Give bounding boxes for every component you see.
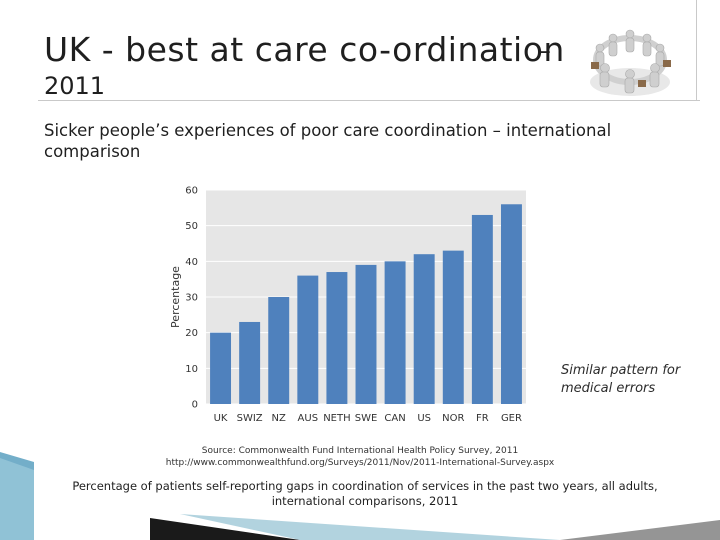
- bar-uk: [210, 332, 232, 404]
- y-tick-label: 60: [185, 186, 198, 197]
- y-tick-label: 20: [185, 328, 198, 339]
- chart-caption: Percentage of patients self-reporting ga…: [72, 479, 658, 508]
- title-divider: [38, 100, 700, 101]
- x-tick-label: NOR: [442, 413, 464, 424]
- source-url: http://www.commonwealthfund.org/Surveys/…: [165, 458, 555, 468]
- bar-chart: 0 10 20 30 40 50 60 UK SWIZ NZ AUS NETH SWE CAN US NOR F…: [169, 186, 526, 424]
- x-tick-label: NZ: [272, 413, 286, 424]
- x-tick-label: GER: [501, 413, 522, 424]
- source-line: Source: Commonwealth Fund International …: [201, 446, 519, 456]
- bar-nor: [442, 250, 464, 404]
- x-tick-label: NETH: [323, 413, 350, 424]
- chart-subtitle: Sicker people’s experiences of poor care…: [44, 121, 612, 161]
- bar-swiz: [239, 321, 261, 404]
- x-tick-label: US: [417, 413, 431, 424]
- x-tick-label: UK: [214, 413, 228, 424]
- bar-can: [384, 261, 406, 404]
- y-tick-label: 30: [185, 293, 198, 304]
- x-tick-label: AUS: [298, 413, 319, 424]
- slide-year: 2011: [44, 72, 106, 100]
- title-dash: –: [538, 36, 551, 66]
- bar-ger: [500, 204, 522, 404]
- x-tick-label: SWE: [355, 413, 378, 424]
- bar-nz: [268, 297, 290, 404]
- source-text: Source: Commonwealth Fund International …: [120, 445, 600, 469]
- people-circle-logo: [590, 29, 671, 96]
- y-tick-label: 40: [185, 257, 198, 268]
- x-tick-label: CAN: [384, 413, 405, 424]
- side-note: Similar pattern for medical errors: [561, 363, 681, 396]
- bar-aus: [297, 275, 319, 404]
- x-tick-label: FR: [476, 413, 489, 424]
- bar-fr: [471, 214, 493, 404]
- x-tick-label: SWIZ: [237, 413, 263, 424]
- y-tick-label: 10: [185, 364, 198, 375]
- caption-panel: [38, 470, 694, 514]
- vertical-divider: [696, 0, 697, 100]
- slide-title: UK - best at care co-ordination: [44, 30, 565, 69]
- y-tick-label: 50: [185, 221, 198, 232]
- bar-us: [413, 254, 435, 404]
- y-tick-label: 0: [192, 400, 198, 411]
- bar-swe: [355, 264, 377, 404]
- bar-neth: [326, 272, 348, 404]
- y-axis-label: Percentage: [169, 266, 182, 328]
